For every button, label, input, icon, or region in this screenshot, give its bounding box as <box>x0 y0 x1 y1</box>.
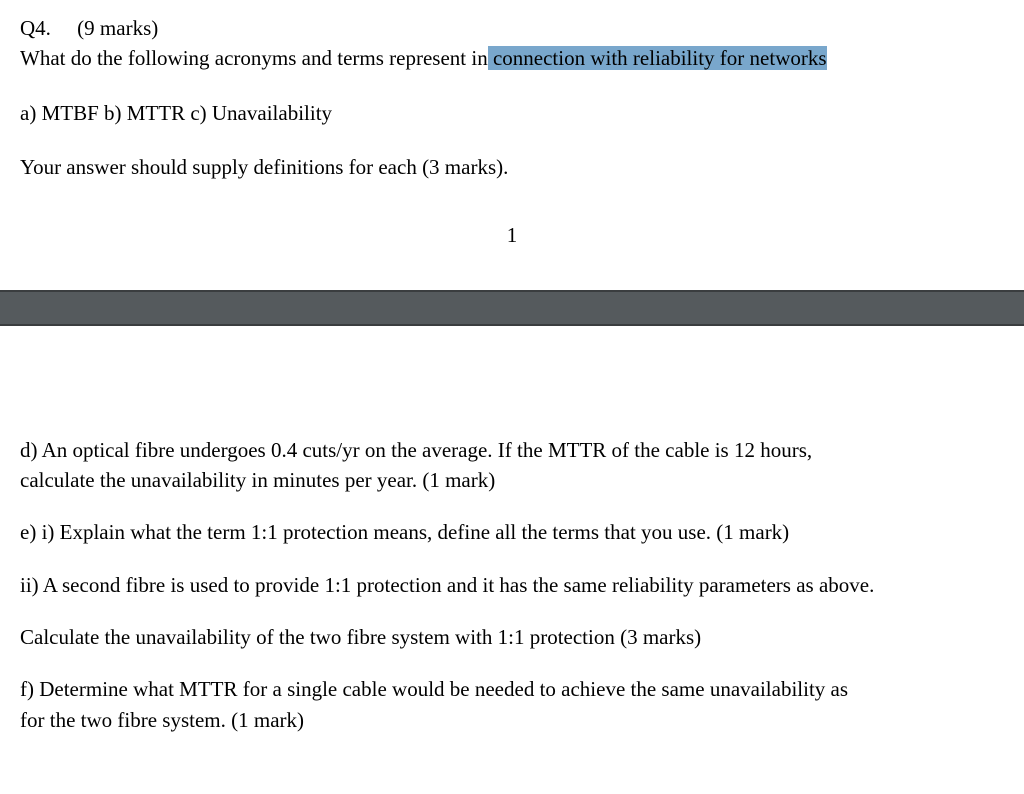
part-e-ii: ii) A second fibre is used to provide 1:… <box>20 571 1004 599</box>
part-d-line2: calculate the unavailability in minutes … <box>20 466 1004 494</box>
part-f-line2: for the two fibre system. (1 mark) <box>20 706 1004 734</box>
question-number: Q4. <box>20 16 51 40</box>
parts-a-b-c: a) MTBF b) MTTR c) Unavailability <box>20 99 1004 127</box>
part-e-i: e) i) Explain what the term 1:1 protecti… <box>20 518 1004 546</box>
intro-text-highlighted[interactable]: connection with reliability for networks <box>488 46 827 70</box>
question-marks: (9 marks) <box>77 16 158 40</box>
question-intro: What do the following acronyms and terms… <box>20 44 1004 72</box>
part-f-line1: f) Determine what MTTR for a single cabl… <box>20 675 1004 703</box>
page-number: 1 <box>20 221 1004 249</box>
answer-instruction: Your answer should supply definitions fo… <box>20 153 1004 181</box>
page-divider <box>0 290 1024 326</box>
question-header: Q4. (9 marks) <box>20 14 1004 42</box>
part-e-calc: Calculate the unavailability of the two … <box>20 623 1004 651</box>
part-d-line1: d) An optical fibre undergoes 0.4 cuts/y… <box>20 436 1004 464</box>
lower-page-region: d) An optical fibre undergoes 0.4 cuts/y… <box>0 326 1024 734</box>
upper-page-region: Q4. (9 marks) What do the following acro… <box>0 0 1024 250</box>
intro-text-pre: What do the following acronyms and terms… <box>20 46 488 70</box>
